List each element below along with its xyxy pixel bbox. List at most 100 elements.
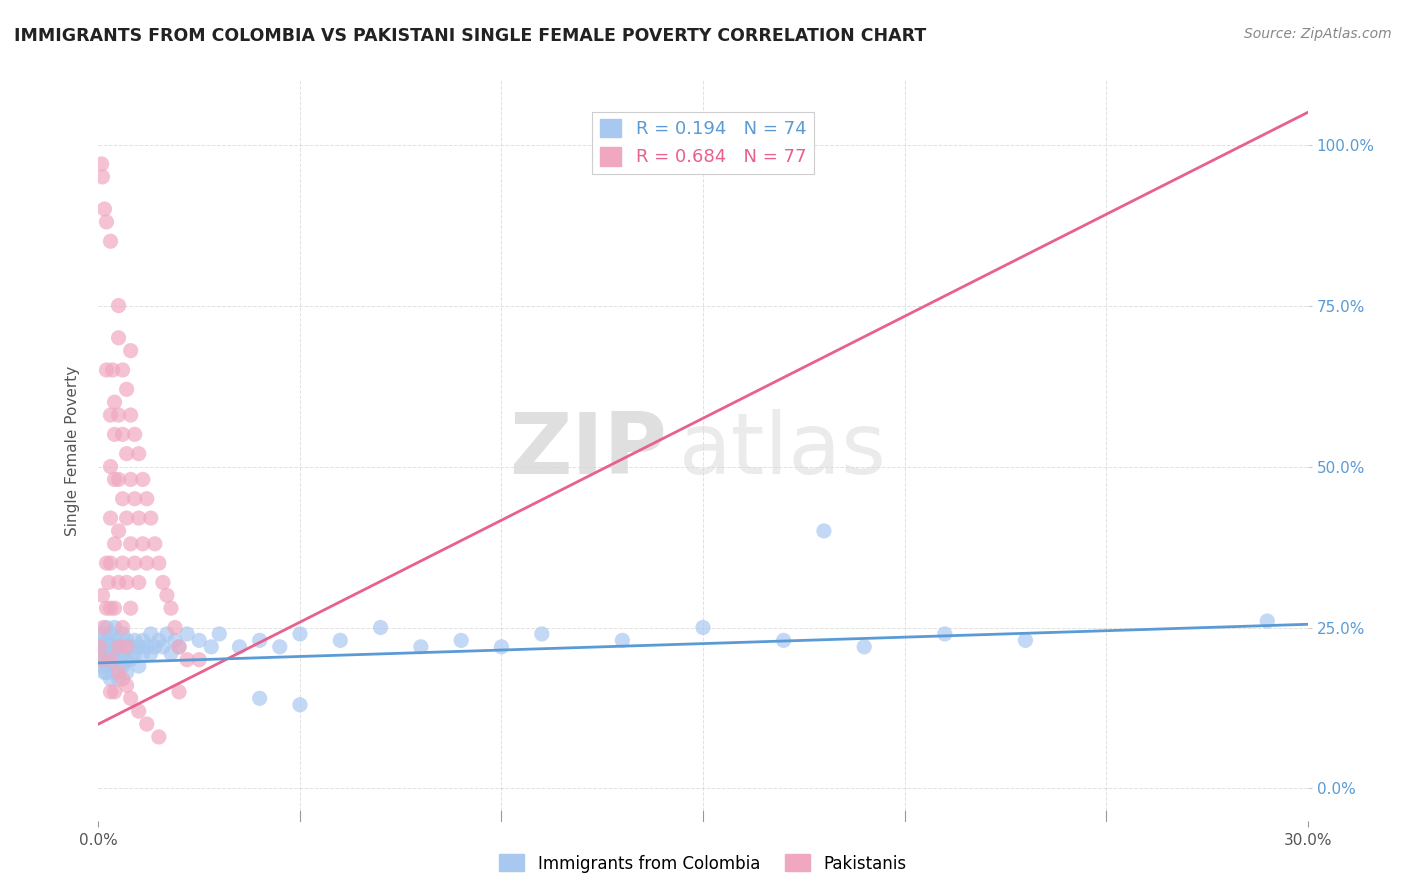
Point [103,620,125,634]
Point [124,556,146,570]
Point [103,427,125,442]
Point [96,601,118,615]
Point [100,556,122,570]
Point [103,601,125,615]
Point [124,427,146,442]
Point [288,627,311,641]
Point [228,640,250,654]
Point [143,640,166,654]
Point [128,640,150,654]
Point [89,640,111,654]
Point [692,620,714,634]
Point [100,627,122,641]
Point [176,627,198,641]
Point [115,678,138,692]
Point [124,491,146,506]
Point [139,646,162,660]
Point [115,575,138,590]
Point [120,653,142,667]
Point [107,575,129,590]
Point [115,382,138,396]
Point [100,511,122,525]
Point [91,169,114,184]
Point [96,620,118,634]
Point [100,408,122,422]
Point [100,653,122,667]
Point [91,627,114,641]
Point [96,556,118,570]
Point [100,646,122,660]
Point [115,633,138,648]
Point [135,491,157,506]
Point [370,620,392,634]
Point [103,665,125,680]
Point [156,588,179,602]
Point [107,299,129,313]
Point [491,640,513,654]
Point [91,620,114,634]
Point [167,640,190,654]
Point [111,556,134,570]
Point [91,633,114,648]
Point [103,685,125,699]
Point [132,633,155,648]
Point [120,537,142,551]
Point [103,653,125,667]
Point [96,665,118,680]
Point [93,665,115,680]
Point [107,665,129,680]
Point [97,575,120,590]
Point [93,202,115,216]
Legend: Immigrants from Colombia, Pakistanis: Immigrants from Colombia, Pakistanis [492,847,914,880]
Point [103,395,125,409]
Point [103,640,125,654]
Point [132,537,155,551]
Point [107,331,129,345]
Point [107,640,129,654]
Point [107,408,129,422]
Point [120,408,142,422]
Point [100,685,122,699]
Point [111,672,134,686]
Point [139,511,162,525]
Point [115,447,138,461]
Point [115,665,138,680]
Point [111,620,134,634]
Point [89,640,111,654]
Point [101,363,124,377]
Point [111,646,134,660]
Point [120,640,142,654]
Point [107,524,129,538]
Text: IMMIGRANTS FROM COLOMBIA VS PAKISTANI SINGLE FEMALE POVERTY CORRELATION CHART: IMMIGRANTS FROM COLOMBIA VS PAKISTANI SI… [14,27,927,45]
Point [128,511,150,525]
Point [96,363,118,377]
Point [124,646,146,660]
Point [160,646,183,660]
Point [188,653,211,667]
Point [853,640,876,654]
Point [91,659,114,673]
Point [111,363,134,377]
Point [96,653,118,667]
Point [530,627,553,641]
Point [249,633,271,648]
Point [111,627,134,641]
Point [148,730,170,744]
Point [100,659,122,673]
Point [269,640,291,654]
Point [409,640,432,654]
Point [103,472,125,486]
Point [111,427,134,442]
Point [91,646,114,660]
Point [128,659,150,673]
Point [100,672,122,686]
Text: Source: ZipAtlas.com: Source: ZipAtlas.com [1244,27,1392,41]
Point [132,472,155,486]
Point [288,698,311,712]
Point [128,704,150,718]
Point [1014,633,1036,648]
Point [89,653,111,667]
Point [167,640,190,654]
Point [105,633,128,648]
Point [139,627,162,641]
